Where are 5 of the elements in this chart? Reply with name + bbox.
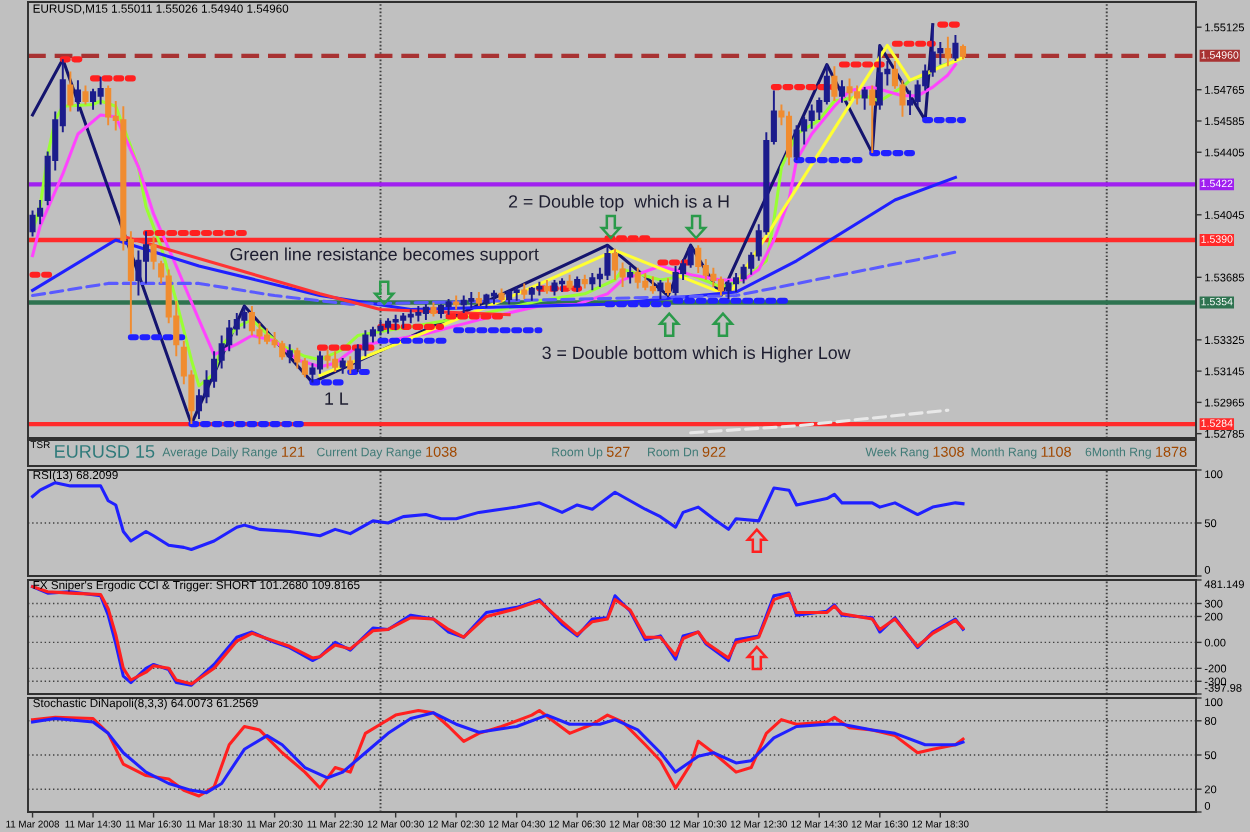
- annotation: Green line resistance becomes support: [230, 247, 539, 265]
- text: EURUSD 15: [55, 445, 155, 458]
- annotation: 3 = Double bottom which is Higher Low: [542, 346, 851, 363]
- annotation: 2 = Double top which is a H: [508, 194, 729, 212]
- annotation: 1 L: [325, 392, 349, 405]
